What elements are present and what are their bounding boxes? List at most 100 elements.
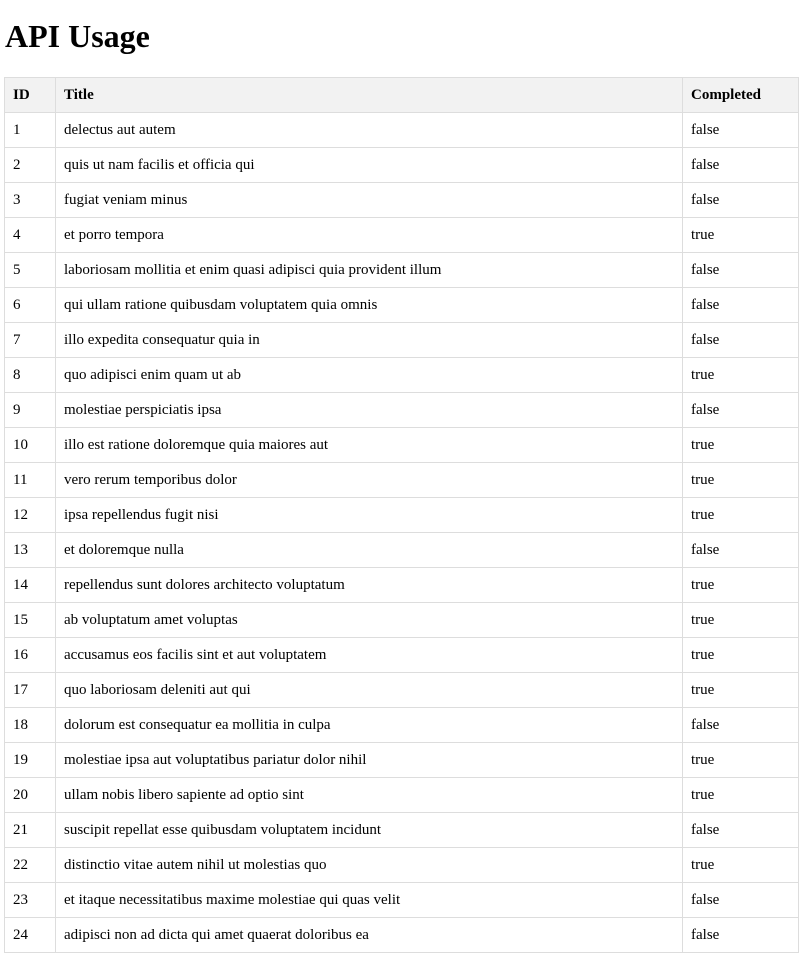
cell-id: 22: [4, 847, 56, 883]
cell-completed: false: [682, 182, 799, 218]
cell-title: fugiat veniam minus: [55, 182, 683, 218]
cell-title: ab voluptatum amet voluptas: [55, 602, 683, 638]
table-row: 7 illo expedita consequatur quia in false: [4, 322, 799, 358]
cell-id: 2: [4, 147, 56, 183]
table-row: 2 quis ut nam facilis et officia qui false: [4, 147, 799, 183]
cell-id: 23: [4, 882, 56, 918]
column-header-completed: Completed: [682, 77, 799, 113]
cell-completed: false: [682, 882, 799, 918]
cell-completed: true: [682, 602, 799, 638]
cell-id: 4: [4, 217, 56, 253]
table-row: 16 accusamus eos facilis sint et aut volu…: [4, 637, 799, 673]
cell-title: molestiae perspiciatis ipsa: [55, 392, 683, 428]
table-row: 15 ab voluptatum amet voluptas true: [4, 602, 799, 638]
table-row: 12 ipsa repellendus fugit nisi true: [4, 497, 799, 533]
cell-id: 11: [4, 462, 56, 498]
table-row: 6 qui ullam ratione quibusdam voluptatem …: [4, 287, 799, 323]
table-row: 13 et doloremque nulla false: [4, 532, 799, 568]
cell-title: suscipit repellat esse quibusdam volupta…: [55, 812, 683, 848]
cell-title: delectus aut autem: [55, 112, 683, 148]
cell-id: 24: [4, 917, 56, 953]
cell-completed: false: [682, 532, 799, 568]
cell-title: quis ut nam facilis et officia qui: [55, 147, 683, 183]
cell-completed: true: [682, 637, 799, 673]
cell-completed: true: [682, 847, 799, 883]
cell-id: 12: [4, 497, 56, 533]
cell-title: dolorum est consequatur ea mollitia in c…: [55, 707, 683, 743]
todo-table: ID Title Completed 1 delectus aut autem fa…: [4, 77, 799, 953]
table-row: 11 vero rerum temporibus dolor true: [4, 462, 799, 498]
cell-id: 8: [4, 357, 56, 393]
cell-id: 6: [4, 287, 56, 323]
cell-title: molestiae ipsa aut voluptatibus pariatur…: [55, 742, 683, 778]
table-header-row: ID Title Completed: [4, 77, 799, 113]
cell-completed: true: [682, 672, 799, 708]
cell-title: et itaque necessitatibus maxime molestia…: [55, 882, 683, 918]
table-row: 8 quo adipisci enim quam ut ab true: [4, 357, 799, 393]
cell-completed: true: [682, 777, 799, 813]
table-row: 21 suscipit repellat esse quibusdam volup…: [4, 812, 799, 848]
table-row: 18 dolorum est consequatur ea mollitia in…: [4, 707, 799, 743]
cell-title: quo adipisci enim quam ut ab: [55, 357, 683, 393]
cell-title: vero rerum temporibus dolor: [55, 462, 683, 498]
cell-id: 19: [4, 742, 56, 778]
cell-completed: false: [682, 287, 799, 323]
cell-title: illo expedita consequatur quia in: [55, 322, 683, 358]
cell-title: quo laboriosam deleniti aut qui: [55, 672, 683, 708]
table-row: 10 illo est ratione doloremque quia maior…: [4, 427, 799, 463]
cell-title: qui ullam ratione quibusdam voluptatem q…: [55, 287, 683, 323]
table-row: 23 et itaque necessitatibus maxime molest…: [4, 882, 799, 918]
table-row: 9 molestiae perspiciatis ipsa false: [4, 392, 799, 428]
cell-completed: true: [682, 742, 799, 778]
cell-completed: false: [682, 707, 799, 743]
table-row: 5 laboriosam mollitia et enim quasi adipi…: [4, 252, 799, 288]
cell-completed: false: [682, 252, 799, 288]
table-row: 3 fugiat veniam minus false: [4, 182, 799, 218]
cell-completed: false: [682, 812, 799, 848]
cell-id: 9: [4, 392, 56, 428]
cell-completed: false: [682, 917, 799, 953]
cell-completed: false: [682, 112, 799, 148]
cell-title: repellendus sunt dolores architecto volu…: [55, 567, 683, 603]
cell-completed: false: [682, 322, 799, 358]
table-row: 14 repellendus sunt dolores architecto vo…: [4, 567, 799, 603]
column-header-id: ID: [4, 77, 56, 113]
cell-id: 15: [4, 602, 56, 638]
cell-title: laboriosam mollitia et enim quasi adipis…: [55, 252, 683, 288]
table-row: 20 ullam nobis libero sapiente ad optio s…: [4, 777, 799, 813]
table-row: 1 delectus aut autem false: [4, 112, 799, 148]
cell-id: 1: [4, 112, 56, 148]
cell-id: 20: [4, 777, 56, 813]
cell-completed: true: [682, 567, 799, 603]
cell-completed: false: [682, 392, 799, 428]
cell-title: adipisci non ad dicta qui amet quaerat d…: [55, 917, 683, 953]
cell-title: ullam nobis libero sapiente ad optio sin…: [55, 777, 683, 813]
column-header-title: Title: [55, 77, 683, 113]
cell-title: ipsa repellendus fugit nisi: [55, 497, 683, 533]
table-row: 17 quo laboriosam deleniti aut qui true: [4, 672, 799, 708]
cell-completed: true: [682, 357, 799, 393]
cell-id: 21: [4, 812, 56, 848]
table-row: 22 distinctio vitae autem nihil ut molest…: [4, 847, 799, 883]
cell-id: 18: [4, 707, 56, 743]
todo-table-container: ID Title Completed 1 delectus aut autem fa…: [4, 77, 799, 953]
cell-id: 3: [4, 182, 56, 218]
cell-title: illo est ratione doloremque quia maiores…: [55, 427, 683, 463]
cell-title: et porro tempora: [55, 217, 683, 253]
cell-title: accusamus eos facilis sint et aut volupt…: [55, 637, 683, 673]
cell-title: distinctio vitae autem nihil ut molestia…: [55, 847, 683, 883]
cell-id: 16: [4, 637, 56, 673]
cell-completed: true: [682, 462, 799, 498]
cell-id: 5: [4, 252, 56, 288]
cell-id: 14: [4, 567, 56, 603]
table-row: 24 adipisci non ad dicta qui amet quaerat…: [4, 917, 799, 953]
cell-id: 13: [4, 532, 56, 568]
cell-completed: true: [682, 497, 799, 533]
cell-title: et doloremque nulla: [55, 532, 683, 568]
table-body: 1 delectus aut autem false 2 quis ut nam fac…: [4, 112, 799, 953]
cell-id: 17: [4, 672, 56, 708]
table-row: 19 molestiae ipsa aut voluptatibus pariat…: [4, 742, 799, 778]
table-header: ID Title Completed: [4, 77, 799, 113]
cell-id: 10: [4, 427, 56, 463]
cell-completed: true: [682, 217, 799, 253]
